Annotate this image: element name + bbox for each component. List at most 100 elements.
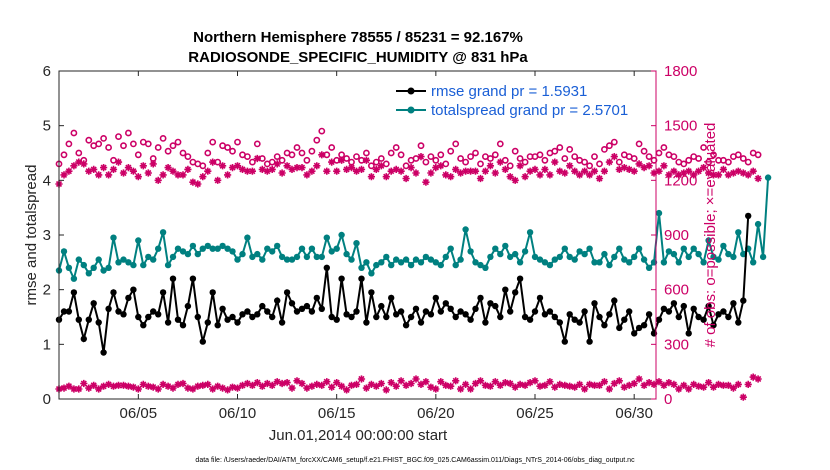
data-point-obs-evaluated bbox=[318, 151, 326, 159]
data-point-totalspread bbox=[179, 248, 187, 255]
data-point-rmse bbox=[561, 338, 568, 345]
data-point-totalspread bbox=[417, 259, 425, 266]
data-point-obs-possible bbox=[367, 162, 375, 170]
data-point-obs-evaluated bbox=[481, 167, 489, 175]
data-point-totalspread bbox=[174, 245, 182, 252]
data-point-obs-low-counts bbox=[372, 382, 380, 390]
data-point-obs-evaluated bbox=[343, 165, 351, 173]
data-point-obs-low-counts bbox=[194, 382, 202, 390]
data-point-rmse bbox=[283, 289, 291, 296]
data-point-obs-low-counts bbox=[174, 380, 182, 388]
data-point-totalspread bbox=[635, 245, 643, 252]
data-point-rmse bbox=[457, 308, 464, 315]
data-point-totalspread bbox=[685, 253, 692, 261]
data-point-rmse bbox=[199, 338, 206, 345]
data-point-obs-low-counts bbox=[427, 383, 435, 391]
data-point-obs-possible bbox=[134, 151, 142, 159]
data-point-rmse bbox=[293, 308, 301, 315]
data-point-totalspread bbox=[140, 261, 147, 269]
y-axis-label-left: rmse and totalspread bbox=[23, 165, 40, 306]
data-point-obs-possible bbox=[243, 153, 251, 160]
data-point-obs-low-counts bbox=[605, 385, 613, 393]
data-point-totalspread bbox=[655, 209, 663, 217]
data-point-obs-evaluated bbox=[571, 167, 579, 175]
data-point-totalspread bbox=[492, 245, 499, 252]
data-point-totalspread bbox=[145, 253, 152, 261]
data-point-totalspread bbox=[348, 256, 355, 263]
data-point-rmse bbox=[407, 313, 415, 321]
data-point-obs-evaluated bbox=[521, 173, 529, 181]
data-point-rmse bbox=[105, 305, 112, 312]
data-point-rmse bbox=[660, 305, 668, 312]
data-point-totalspread bbox=[283, 256, 291, 263]
data-point-obs-evaluated bbox=[491, 169, 499, 177]
data-point-obs-possible bbox=[640, 147, 648, 155]
data-point-rmse bbox=[601, 322, 608, 329]
data-point-obs-evaluated bbox=[189, 178, 197, 186]
y-tick-right-label: 1800 bbox=[664, 63, 697, 80]
data-point-totalspread bbox=[95, 256, 102, 263]
data-point-rmse bbox=[343, 311, 350, 318]
data-point-obs-evaluated bbox=[412, 169, 420, 177]
x-tick-label: 06/20 bbox=[417, 405, 455, 422]
data-point-rmse bbox=[333, 316, 340, 323]
data-point-obs-evaluated bbox=[635, 160, 643, 168]
data-point-obs-evaluated bbox=[724, 171, 732, 179]
data-point-totalspread bbox=[80, 261, 88, 269]
data-point-obs-low-counts bbox=[640, 381, 648, 389]
data-point-totalspread bbox=[616, 245, 623, 252]
data-point-obs-evaluated bbox=[328, 158, 336, 166]
data-point-obs-evaluated bbox=[680, 169, 688, 177]
data-point-obs-evaluated bbox=[308, 167, 316, 175]
data-point-obs-possible bbox=[199, 162, 207, 170]
legend-rmse-marker bbox=[407, 87, 415, 95]
data-point-totalspread bbox=[621, 256, 628, 263]
data-point-obs-low-counts bbox=[298, 379, 306, 388]
data-point-obs-evaluated bbox=[169, 167, 177, 175]
data-point-obs-evaluated bbox=[402, 174, 410, 183]
data-point-rmse bbox=[492, 302, 499, 310]
data-point-obs-low-counts bbox=[486, 382, 494, 390]
data-point-obs-possible bbox=[680, 160, 688, 168]
data-point-totalspread bbox=[516, 259, 524, 266]
data-point-obs-evaluated bbox=[85, 167, 93, 175]
data-point-totalspread bbox=[764, 174, 772, 181]
data-point-obs-low-counts bbox=[620, 383, 628, 391]
data-point-obs-low-counts bbox=[650, 380, 658, 388]
data-point-totalspread bbox=[328, 248, 335, 255]
data-point-obs-evaluated bbox=[467, 167, 475, 175]
data-point-obs-low-counts bbox=[377, 379, 385, 388]
data-point-totalspread bbox=[353, 240, 360, 247]
data-point-rmse bbox=[735, 319, 742, 326]
data-point-totalspread bbox=[229, 248, 236, 255]
data-point-obs-possible bbox=[447, 147, 455, 155]
data-point-totalspread bbox=[60, 248, 68, 255]
data-point-rmse bbox=[715, 311, 722, 318]
data-point-totalspread bbox=[303, 253, 311, 261]
data-point-totalspread bbox=[214, 245, 221, 252]
data-point-totalspread bbox=[631, 253, 638, 261]
data-point-obs-evaluated bbox=[407, 164, 415, 172]
series-line-rmse bbox=[58, 215, 750, 353]
data-point-obs-possible bbox=[650, 156, 658, 164]
data-point-obs-evaluated bbox=[258, 165, 266, 173]
data-point-obs-evaluated bbox=[219, 162, 227, 170]
data-point-rmse bbox=[700, 316, 707, 323]
data-point-obs-evaluated bbox=[501, 165, 509, 173]
data-point-obs-evaluated bbox=[194, 180, 202, 188]
data-point-rmse bbox=[313, 294, 320, 302]
data-point-obs-low-counts bbox=[114, 381, 123, 389]
data-point-rmse bbox=[169, 275, 177, 282]
data-point-rmse bbox=[482, 319, 489, 326]
data-point-obs-low-counts bbox=[471, 379, 480, 388]
data-point-rmse bbox=[675, 313, 682, 321]
data-point-obs-evaluated bbox=[685, 167, 693, 175]
data-point-totalspread bbox=[695, 250, 702, 258]
data-point-totalspread bbox=[402, 256, 410, 263]
data-point-rmse bbox=[95, 319, 102, 326]
data-point-obs-evaluated bbox=[204, 167, 212, 175]
data-point-rmse bbox=[631, 330, 638, 337]
data-point-totalspread bbox=[343, 250, 350, 258]
data-point-obs-low-counts bbox=[734, 380, 742, 388]
y-tick-right-label: 1500 bbox=[664, 118, 697, 135]
